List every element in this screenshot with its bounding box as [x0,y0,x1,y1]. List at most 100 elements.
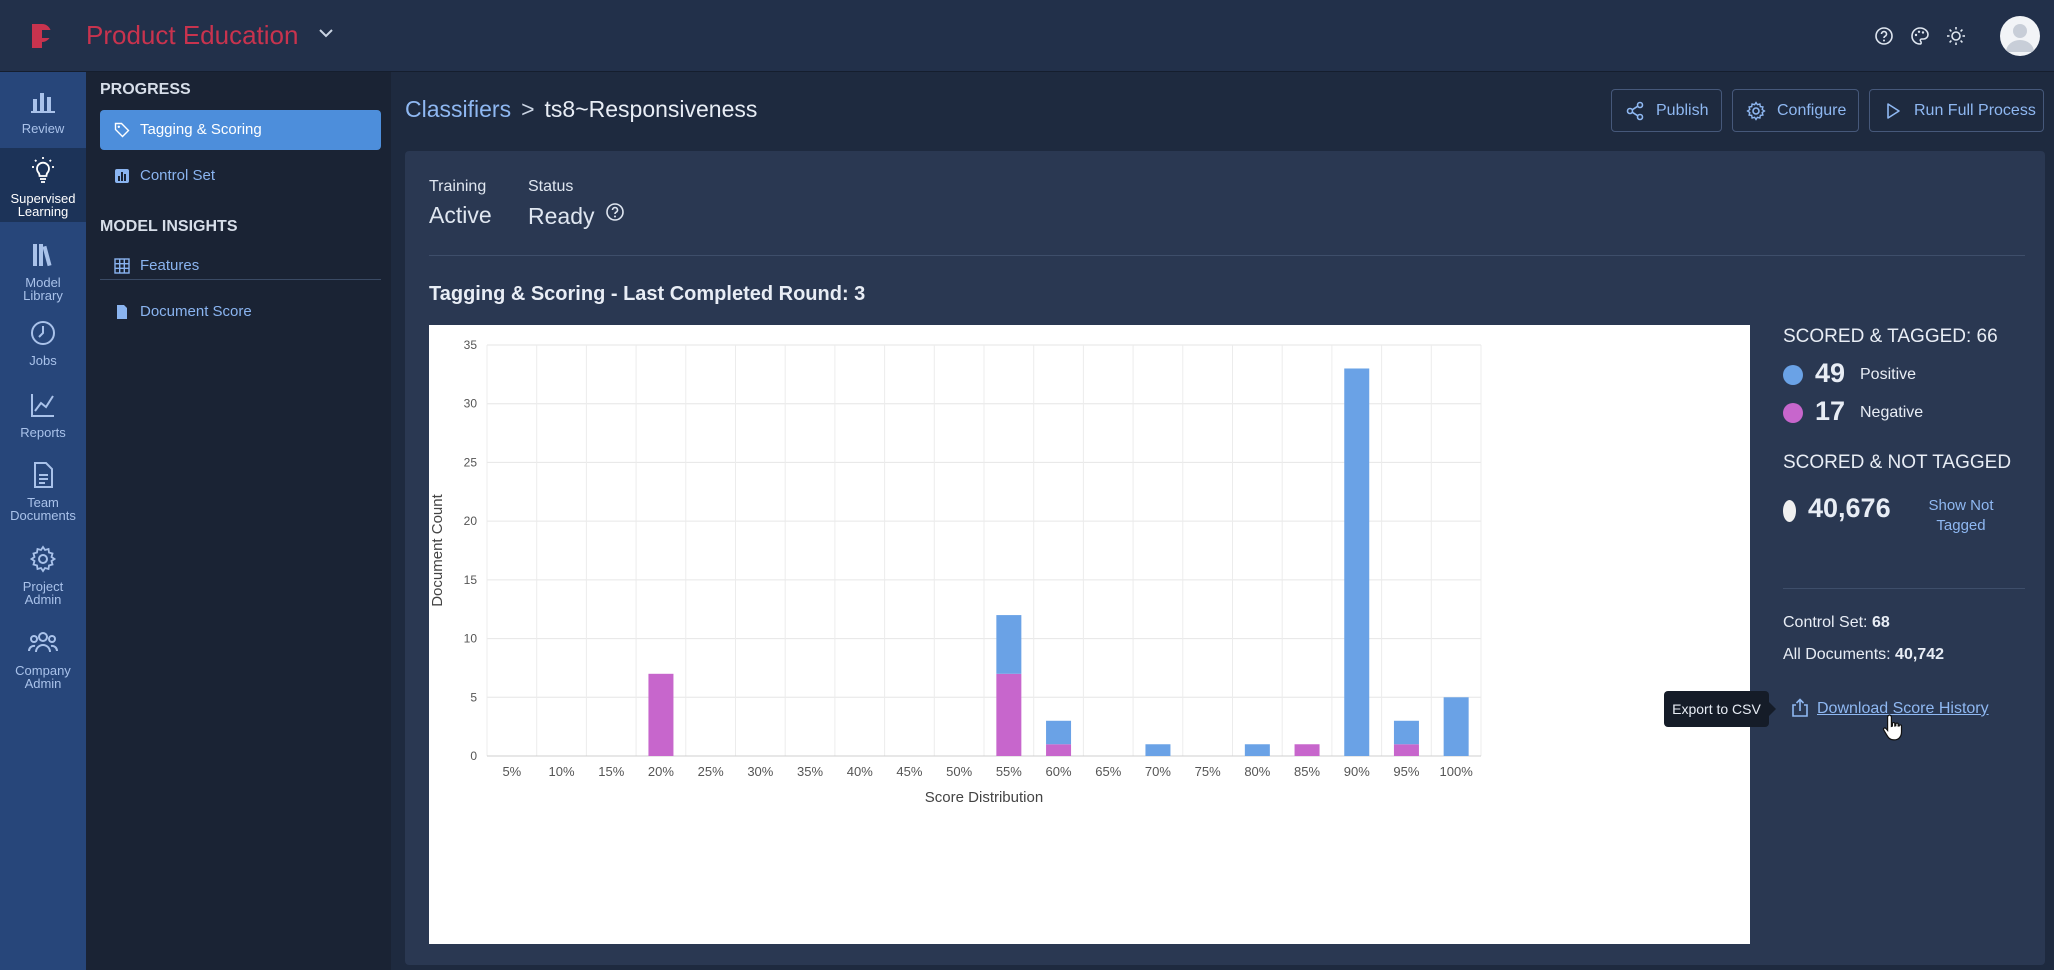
hand-cursor-icon [1882,714,1903,741]
rail-item-review[interactable]: Review [0,72,86,140]
y-tick-label: 20 [464,514,478,528]
books-icon [33,244,52,267]
rail-item-reports[interactable]: Reports [0,390,86,448]
x-tick-label: 95% [1393,764,1419,779]
gear-icon [1746,101,1766,121]
y-tick-label: 25 [464,455,478,469]
breadcrumb-classifiers-link[interactable]: Classifiers [405,96,512,122]
people-icon [28,632,58,653]
bar-positive-95pct [1393,720,1419,745]
x-tick-label: 10% [549,764,575,779]
x-tick-label: 45% [896,764,922,779]
bar-negative-95pct [1393,744,1419,756]
user-icon [2006,24,2034,52]
positive-count: 49 [1815,358,1846,388]
positive-label: Positive [1860,366,1917,383]
scored-not-tagged-heading: SCORED & NOT TAGGED [1783,452,2012,473]
not-tagged-dot [1783,500,1796,522]
bar-negative-85pct [1294,744,1320,756]
negative-label: Negative [1860,404,1924,421]
x-tick-label: 65% [1095,764,1121,779]
configure-button[interactable]: Configure [1732,89,1859,132]
help-icon[interactable] [605,202,625,222]
run-full-process-button[interactable]: Run Full Process [1869,89,2044,132]
classifier-panel: Training Active Status Ready Tagging & S… [405,151,2045,965]
palette-icon[interactable] [1910,26,1930,46]
status-value: Ready [528,202,625,230]
rail-item-supervised-learning[interactable]: Supervised Learning [0,148,86,222]
nav-item-control-set[interactable]: Control Set [100,156,381,196]
download-score-history-link[interactable]: Download Score History [1817,700,1989,717]
rail-item-team-documents[interactable]: Team Documents [0,460,86,530]
status-label: Status [528,178,574,195]
training-value: Active [429,202,492,228]
bar-positive-55pct [996,615,1022,674]
line-chart-icon [31,394,54,417]
x-tick-label: 25% [698,764,724,779]
rail-item-project-admin[interactable]: Project Admin [0,544,86,614]
positive-dot [1783,365,1803,385]
bar-negative-20pct [648,673,674,756]
bar-positive-80pct [1244,744,1270,756]
rail-item-jobs[interactable]: Jobs [0,318,86,376]
x-axis-title: Score Distribution [925,789,1043,806]
brightness-icon[interactable] [1946,26,1966,46]
x-tick-label: 60% [1046,764,1072,779]
x-tick-label: 90% [1344,764,1370,779]
x-tick-label: 35% [797,764,823,779]
x-tick-label: 100% [1440,764,1474,779]
show-not-tagged-link[interactable]: Show Not Tagged [1928,497,1994,534]
x-tick-label: 70% [1145,764,1171,779]
y-tick-label: 5 [470,690,477,704]
model-insights-heading: MODEL INSIGHTS [100,218,238,235]
nav-item-features[interactable]: Features [100,246,381,286]
section-title: Tagging & Scoring - Last Completed Round… [429,283,866,305]
x-tick-label: 80% [1244,764,1270,779]
negative-dot [1783,403,1803,423]
share-icon [1626,101,1644,121]
x-tick-label: 55% [996,764,1022,779]
chart-svg: 0 5 10 15 20 25 30 35 5% 10% 15% 20% 25% 30% 35% 40% 45%… [429,338,1482,806]
bar-negative-60pct [1046,744,1072,756]
control-set-stat: Control Set: 68 [1783,614,1890,631]
secondary-nav: PROGRESS Tagging & Scoring Control Set M… [86,72,391,970]
score-distribution-chart: 0 5 10 15 20 25 30 35 5% 10% 15% 20% 25% 30% 35% 40% 45%… [429,325,1750,944]
page-title: ts8~Responsiveness [544,96,758,122]
negative-count: 17 [1815,396,1846,426]
x-tick-label: 15% [598,764,624,779]
nav-divider [100,279,381,280]
bar-chart-icon [31,93,55,113]
scored-tagged-heading: SCORED & TAGGED: 66 [1783,326,1998,347]
project-title[interactable]: Product Education [86,20,299,50]
rail-item-company-admin[interactable]: Company Admin [0,628,86,698]
file-icon [117,305,127,319]
panel-divider [429,255,2025,256]
bar-positive-60pct [1046,720,1072,745]
bar-positive-100pct [1443,697,1469,756]
y-tick-label: 35 [464,338,478,352]
chevron-down-icon[interactable] [317,24,335,42]
nav-item-document-score[interactable]: Document Score [100,292,381,332]
help-icon[interactable] [1874,26,1894,46]
not-tagged-count: 40,676 [1808,493,1891,523]
bar-positive-70pct [1145,744,1171,756]
avatar[interactable] [2000,16,2040,56]
x-tick-label: 30% [747,764,773,779]
x-tick-label: 20% [648,764,674,779]
logo-icon[interactable] [26,20,58,52]
gear-icon [29,545,57,573]
x-tick-label: 85% [1294,764,1320,779]
breadcrumb-separator: > [521,96,535,122]
document-icon [34,462,53,488]
y-axis-title: Document Count [429,493,446,606]
export-icon[interactable] [1791,698,1809,718]
rail-item-model-library[interactable]: Model Library [0,232,86,302]
play-icon [1887,103,1900,119]
nav-item-tagging-scoring[interactable]: Tagging & Scoring [100,110,381,150]
publish-button[interactable]: Publish [1611,89,1722,132]
export-tooltip: Export to CSV [1664,691,1776,727]
tag-icon [114,122,130,138]
x-tick-label: 5% [502,764,521,779]
y-tick-label: 30 [464,397,478,411]
y-tick-label: 15 [464,573,478,587]
